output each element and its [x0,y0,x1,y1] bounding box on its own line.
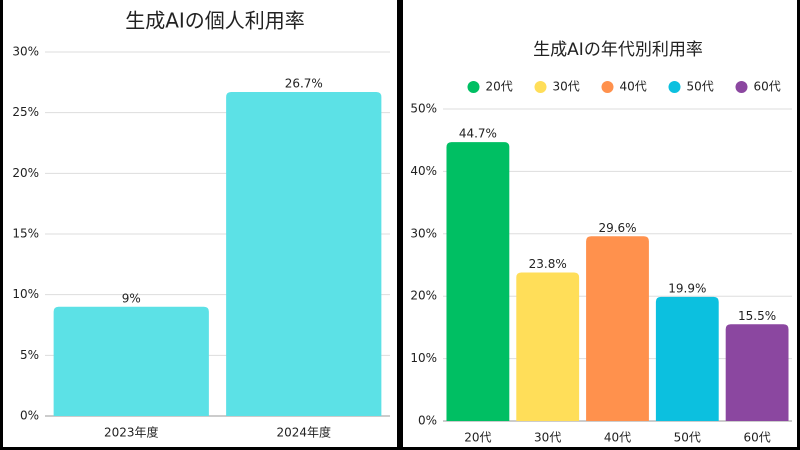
legend-label: 60代 [754,80,781,94]
legend-swatch [534,81,547,93]
bar [655,296,719,421]
y-tick-label: 20% [410,289,437,303]
y-tick-label: 20% [12,166,39,180]
legend-label: 40代 [620,80,647,94]
legend-swatch [735,81,748,93]
x-tick-label: 40代 [604,431,631,445]
bar [516,272,580,421]
bar [53,306,209,416]
y-tick-label: 40% [410,164,437,178]
legend-swatch [668,81,681,93]
y-tick-label: 10% [410,351,437,365]
x-tick-label: 2024年度 [276,425,331,440]
data-label: 29.6% [598,221,636,235]
x-tick-label: 50代 [674,431,701,445]
data-label: 9% [122,291,141,305]
y-tick-label: 5% [20,348,39,362]
legend-label: 30代 [553,80,580,94]
x-tick-label: 60代 [743,431,770,445]
data-label: 44.7% [459,127,497,141]
bar [446,142,510,421]
y-tick-label: 10% [12,287,39,301]
data-label: 26.7% [285,77,323,91]
y-tick-label: 0% [20,409,39,423]
legend-swatch [601,81,614,93]
legend-label: 50代 [687,80,714,94]
y-tick-label: 15% [12,227,39,241]
data-label: 23.8% [529,257,567,271]
y-tick-label: 25% [12,105,39,119]
y-tick-label: 30% [12,45,39,59]
x-tick-label: 2023年度 [104,425,159,440]
legend-label: 20代 [486,80,513,94]
y-tick-label: 0% [418,414,437,428]
y-tick-label: 30% [410,226,437,240]
x-tick-label: 20代 [464,431,491,445]
y-tick-label: 50% [410,102,437,116]
bar [725,324,789,421]
bar [586,236,649,421]
chart-title: 生成AIの年代別利用率 [533,40,703,60]
bar [226,92,382,416]
legend-swatch [467,81,480,93]
x-tick-label: 30代 [534,431,561,445]
data-label: 15.5% [738,309,776,323]
chart-title: 生成AIの個人利用率 [125,9,305,33]
data-label: 19.9% [668,281,706,295]
